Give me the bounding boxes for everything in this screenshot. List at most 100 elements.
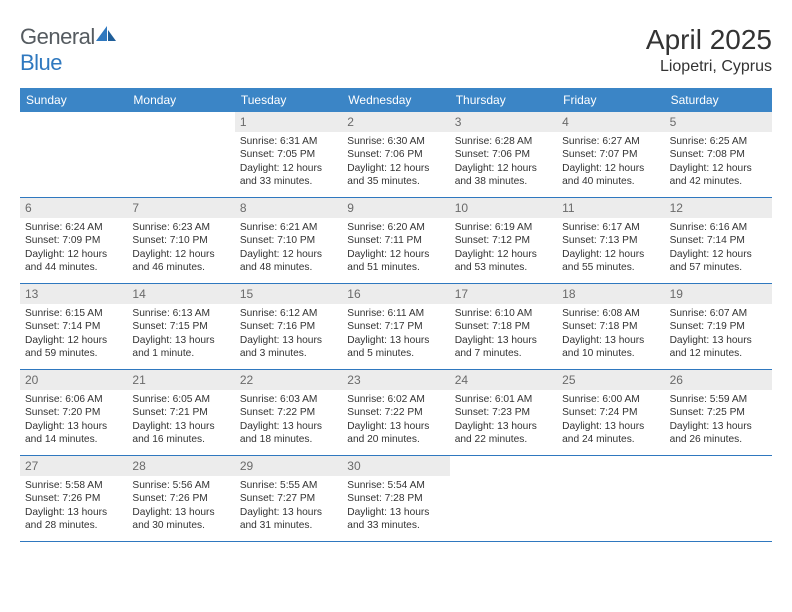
day-number: 23 — [342, 370, 449, 390]
weekday-header: Sunday — [20, 88, 127, 112]
weekday-header: Friday — [557, 88, 664, 112]
sunset-line: Sunset: 7:21 PM — [132, 406, 230, 419]
day-cell: 9Sunrise: 6:20 AMSunset: 7:11 PMDaylight… — [342, 198, 449, 283]
daylight-line: Daylight: 13 hours and 31 minutes. — [240, 506, 338, 533]
sunset-line: Sunset: 7:08 PM — [670, 148, 768, 161]
day-number: 8 — [235, 198, 342, 218]
day-cell — [450, 456, 557, 541]
day-number: 17 — [450, 284, 557, 304]
day-cell: 23Sunrise: 6:02 AMSunset: 7:22 PMDayligh… — [342, 370, 449, 455]
day-cell: 18Sunrise: 6:08 AMSunset: 7:18 PMDayligh… — [557, 284, 664, 369]
sunrise-line: Sunrise: 6:25 AM — [670, 135, 768, 148]
sunrise-line: Sunrise: 6:02 AM — [347, 393, 445, 406]
daylight-line: Daylight: 13 hours and 28 minutes. — [25, 506, 123, 533]
daylight-line: Daylight: 12 hours and 33 minutes. — [240, 162, 338, 189]
day-cell: 3Sunrise: 6:28 AMSunset: 7:06 PMDaylight… — [450, 112, 557, 197]
sunset-line: Sunset: 7:09 PM — [25, 234, 123, 247]
day-number: 27 — [20, 456, 127, 476]
day-details: Sunrise: 6:08 AMSunset: 7:18 PMDaylight:… — [557, 304, 664, 365]
sunset-line: Sunset: 7:20 PM — [25, 406, 123, 419]
day-cell: 19Sunrise: 6:07 AMSunset: 7:19 PMDayligh… — [665, 284, 772, 369]
sunset-line: Sunset: 7:26 PM — [25, 492, 123, 505]
day-cell — [665, 456, 772, 541]
day-number — [665, 456, 772, 462]
day-cell: 12Sunrise: 6:16 AMSunset: 7:14 PMDayligh… — [665, 198, 772, 283]
day-details: Sunrise: 5:59 AMSunset: 7:25 PMDaylight:… — [665, 390, 772, 451]
calendar-grid: 1Sunrise: 6:31 AMSunset: 7:05 PMDaylight… — [20, 112, 772, 542]
day-cell: 2Sunrise: 6:30 AMSunset: 7:06 PMDaylight… — [342, 112, 449, 197]
day-details: Sunrise: 6:02 AMSunset: 7:22 PMDaylight:… — [342, 390, 449, 451]
day-number: 7 — [127, 198, 234, 218]
daylight-line: Daylight: 13 hours and 7 minutes. — [455, 334, 553, 361]
sunset-line: Sunset: 7:26 PM — [132, 492, 230, 505]
daylight-line: Daylight: 13 hours and 22 minutes. — [455, 420, 553, 447]
sunrise-line: Sunrise: 6:11 AM — [347, 307, 445, 320]
sunset-line: Sunset: 7:28 PM — [347, 492, 445, 505]
day-details: Sunrise: 6:12 AMSunset: 7:16 PMDaylight:… — [235, 304, 342, 365]
daylight-line: Daylight: 13 hours and 30 minutes. — [132, 506, 230, 533]
sunset-line: Sunset: 7:16 PM — [240, 320, 338, 333]
day-details: Sunrise: 5:54 AMSunset: 7:28 PMDaylight:… — [342, 476, 449, 537]
day-details: Sunrise: 6:20 AMSunset: 7:11 PMDaylight:… — [342, 218, 449, 279]
daylight-line: Daylight: 13 hours and 10 minutes. — [562, 334, 660, 361]
day-details: Sunrise: 6:15 AMSunset: 7:14 PMDaylight:… — [20, 304, 127, 365]
day-cell: 1Sunrise: 6:31 AMSunset: 7:05 PMDaylight… — [235, 112, 342, 197]
daylight-line: Daylight: 12 hours and 42 minutes. — [670, 162, 768, 189]
day-cell: 6Sunrise: 6:24 AMSunset: 7:09 PMDaylight… — [20, 198, 127, 283]
sunset-line: Sunset: 7:07 PM — [562, 148, 660, 161]
daylight-line: Daylight: 13 hours and 1 minute. — [132, 334, 230, 361]
sunrise-line: Sunrise: 6:20 AM — [347, 221, 445, 234]
daylight-line: Daylight: 12 hours and 53 minutes. — [455, 248, 553, 275]
day-cell: 5 Sunrise: 6:25 AMSunset: 7:08 PMDaylight… — [665, 112, 772, 197]
day-number — [20, 112, 127, 118]
day-details: Sunrise: 6:11 AMSunset: 7:17 PMDaylight:… — [342, 304, 449, 365]
day-number: 25 — [557, 370, 664, 390]
day-details: Sunrise: 6:23 AMSunset: 7:10 PMDaylight:… — [127, 218, 234, 279]
day-cell: 15Sunrise: 6:12 AMSunset: 7:16 PMDayligh… — [235, 284, 342, 369]
daylight-line: Daylight: 12 hours and 48 minutes. — [240, 248, 338, 275]
week-row: 1Sunrise: 6:31 AMSunset: 7:05 PMDaylight… — [20, 112, 772, 198]
day-number: 11 — [557, 198, 664, 218]
day-number: 5 — [665, 112, 772, 132]
weekday-header-row: Sunday Monday Tuesday Wednesday Thursday… — [20, 88, 772, 112]
sunrise-line: Sunrise: 6:13 AM — [132, 307, 230, 320]
sunrise-line: Sunrise: 6:12 AM — [240, 307, 338, 320]
sunset-line: Sunset: 7:10 PM — [132, 234, 230, 247]
calendar-page: GeneralBlue April 2025 Liopetri, Cyprus … — [0, 0, 792, 542]
day-number: 29 — [235, 456, 342, 476]
daylight-line: Daylight: 12 hours and 44 minutes. — [25, 248, 123, 275]
day-number: 15 — [235, 284, 342, 304]
day-details: Sunrise: 6:06 AMSunset: 7:20 PMDaylight:… — [20, 390, 127, 451]
day-number — [450, 456, 557, 462]
day-details: Sunrise: 5:56 AMSunset: 7:26 PMDaylight:… — [127, 476, 234, 537]
day-cell: 17 Sunrise: 6:10 AMSunset: 7:18 PMDayligh… — [450, 284, 557, 369]
day-details: Sunrise: 6:17 AMSunset: 7:13 PMDaylight:… — [557, 218, 664, 279]
daylight-line: Daylight: 13 hours and 26 minutes. — [670, 420, 768, 447]
day-cell: 28Sunrise: 5:56 AMSunset: 7:26 PMDayligh… — [127, 456, 234, 541]
sunrise-line: Sunrise: 6:07 AM — [670, 307, 768, 320]
day-number: 24 — [450, 370, 557, 390]
weekday-header: Wednesday — [342, 88, 449, 112]
day-number: 16 — [342, 284, 449, 304]
sunrise-line: Sunrise: 5:56 AM — [132, 479, 230, 492]
weekday-header: Saturday — [665, 88, 772, 112]
day-details: Sunrise: 5:55 AMSunset: 7:27 PMDaylight:… — [235, 476, 342, 537]
sunrise-line: Sunrise: 6:01 AM — [455, 393, 553, 406]
week-row: 27Sunrise: 5:58 AMSunset: 7:26 PMDayligh… — [20, 456, 772, 542]
day-number: 13 — [20, 284, 127, 304]
sunrise-line: Sunrise: 6:31 AM — [240, 135, 338, 148]
daylight-line: Daylight: 13 hours and 33 minutes. — [347, 506, 445, 533]
sunset-line: Sunset: 7:14 PM — [25, 320, 123, 333]
sunrise-line: Sunrise: 5:59 AM — [670, 393, 768, 406]
daylight-line: Daylight: 13 hours and 14 minutes. — [25, 420, 123, 447]
header: GeneralBlue April 2025 Liopetri, Cyprus — [20, 24, 772, 76]
day-details: Sunrise: 6:19 AMSunset: 7:12 PMDaylight:… — [450, 218, 557, 279]
sunset-line: Sunset: 7:22 PM — [347, 406, 445, 419]
sunset-line: Sunset: 7:18 PM — [455, 320, 553, 333]
day-cell — [20, 112, 127, 197]
sunrise-line: Sunrise: 6:10 AM — [455, 307, 553, 320]
day-details: Sunrise: 6:13 AMSunset: 7:15 PMDaylight:… — [127, 304, 234, 365]
sunrise-line: Sunrise: 5:58 AM — [25, 479, 123, 492]
sunrise-line: Sunrise: 6:27 AM — [562, 135, 660, 148]
sunrise-line: Sunrise: 6:24 AM — [25, 221, 123, 234]
